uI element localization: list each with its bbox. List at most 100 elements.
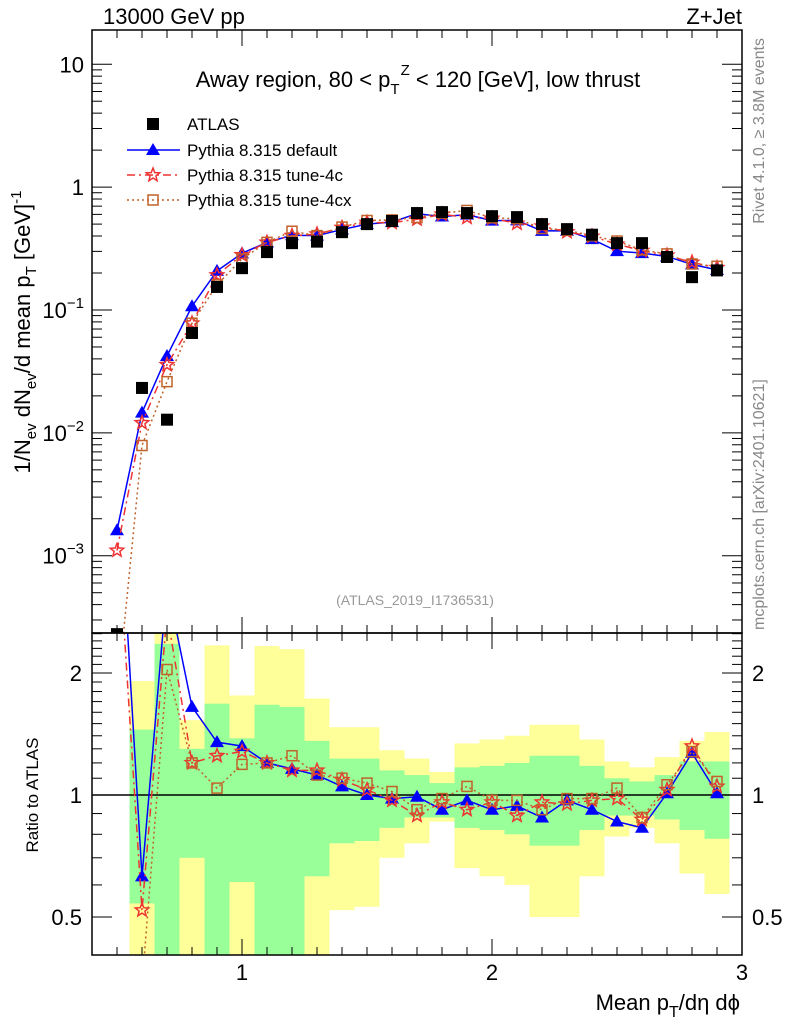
legend-atlas-marker [147, 118, 159, 130]
atlas-data-point [361, 218, 373, 231]
default-ratio-point [210, 735, 224, 748]
tune-4cx-ratio-point [286, 749, 298, 762]
inner-band-bin [529, 755, 555, 846]
atlas-data-point [161, 413, 173, 426]
ratio-tick-label-left: 0.5 [51, 905, 82, 930]
legend-label: ATLAS [187, 115, 240, 134]
y-tick-label: 10−1 [42, 295, 84, 323]
default-ratio-point [410, 789, 424, 802]
default-ratio-point [335, 779, 349, 792]
tune-4cx-ratio-point [361, 777, 373, 789]
atlas-data-point [686, 271, 698, 284]
header-right: Z+Jet [686, 4, 742, 29]
default-ratio-point [110, 445, 124, 457]
default-ratio-point [585, 802, 599, 815]
legend-label: Pythia 8.315 default [187, 141, 338, 160]
header-left: 13000 GeV pp [103, 4, 245, 29]
y-tick-label: 10−3 [42, 541, 84, 569]
inner-band-bin [154, 643, 180, 955]
tune-4c-ratio-point [133, 901, 151, 918]
inner-band-bin [479, 765, 505, 830]
tune-4c-ratio-point [458, 800, 476, 818]
ratio-y-axis-label: Ratio to ATLAS [23, 738, 42, 853]
default-ratio-point [685, 745, 699, 758]
ratio-tick-label-left: 1 [70, 783, 82, 808]
tune-4c-ratio-point [508, 806, 526, 823]
tune-4cx-ratio-point [311, 769, 323, 781]
ratio-series [92, 445, 742, 1012]
ratio-tick-label-left: 2 [70, 661, 82, 686]
default-ratio-point [535, 810, 549, 823]
ratio-tick-label-right: 0.5 [752, 905, 783, 930]
atlas-data-point [461, 207, 473, 220]
analysis-watermark: (ATLAS_2019_I1736531) [336, 592, 494, 608]
default-ratio-point [160, 578, 174, 590]
legend-tune-4cx-marker [147, 194, 159, 206]
atlas-data-point [511, 211, 523, 224]
default-ratio-point [635, 820, 649, 833]
tune-4cx-point [286, 225, 298, 237]
tune-4cx-ratio-point [586, 792, 598, 805]
tune-4cx-point [161, 375, 173, 388]
atlas-data-point [236, 262, 248, 275]
inner-band-bin [279, 706, 305, 955]
tune-4cx-ratio-point [211, 782, 223, 794]
tune-4cx-ratio-point [536, 803, 548, 816]
tune-4cx-ratio-point [261, 757, 273, 769]
atlas-data-point [311, 235, 323, 248]
tune-4cx-ratio-point [686, 745, 698, 758]
tune-4cx-ratio-point [661, 779, 673, 791]
legend-default-marker [146, 143, 160, 155]
atlas-data-point [336, 226, 348, 239]
tune-4c-ratio-point [283, 761, 301, 778]
tune-4cx-ratio-point [561, 792, 573, 805]
atlas-data-point [186, 326, 198, 339]
inner-band-bin [254, 704, 280, 955]
atlas-data-point [711, 264, 723, 277]
default-ratio-point [360, 788, 374, 801]
x-axis-label: Mean pT/dη dϕ [596, 990, 740, 1021]
atlas-data-point [586, 228, 598, 241]
tune-4c-point [133, 413, 151, 431]
tune-4cx-ratio-point [436, 792, 448, 805]
tune-4c-ratio-point [608, 789, 626, 806]
y-tick-label: 10−2 [42, 418, 84, 446]
atlas-data-point [136, 381, 148, 394]
default-ratio-point [135, 869, 149, 882]
ratio-uncertainty-bands [129, 633, 730, 955]
tune-4c-ratio-point [233, 742, 251, 759]
tune-4cx-ratio-point [112, 1002, 122, 1012]
mcplots-info: mcplots.cern.ch [arXiv:2401.10621] [751, 379, 768, 630]
legend-label: Pythia 8.315 tune-4c [187, 166, 343, 185]
tune-4cx-point [136, 439, 148, 452]
atlas-data-point [536, 218, 548, 231]
y-axis-label: 1/Nev dNev/d mean pT [GeV]-1 [8, 191, 40, 474]
ratio-tick-label-right: 2 [752, 661, 764, 686]
x-tick-label: 1 [236, 960, 248, 985]
atlas-data-point [211, 280, 223, 293]
tune-4cx-ratio-point [636, 811, 648, 824]
tune-4cx-ratio-point [186, 757, 198, 769]
main-series [108, 204, 726, 703]
ratio-tick-label-right: 1 [752, 783, 764, 808]
atlas-data-point [411, 207, 423, 220]
default-ratio-point [185, 699, 199, 712]
atlas-data-point [561, 223, 573, 236]
default-line [116, 212, 718, 531]
atlas-data-point [436, 206, 448, 219]
tune-4c-ratio-point [308, 761, 326, 778]
tune-4cx-ratio-point [611, 782, 623, 794]
tune-4cx-ratio-point [486, 794, 498, 807]
tune-4c-ratio-point [110, 512, 123, 525]
atlas-data-point [611, 237, 623, 250]
tune-4c-ratio-point [208, 746, 226, 764]
default-ratio-point [485, 802, 499, 815]
tune-4cx-ratio-point [236, 758, 248, 771]
atlas-data-point [261, 246, 273, 259]
tune-4c-ratio-point [683, 737, 701, 754]
inner-band-bin [504, 762, 530, 835]
tune-4cx-ratio-line [143, 669, 718, 955]
default-point [185, 299, 199, 312]
atlas-data-point [486, 210, 498, 223]
tune-4cx-point [112, 693, 122, 703]
